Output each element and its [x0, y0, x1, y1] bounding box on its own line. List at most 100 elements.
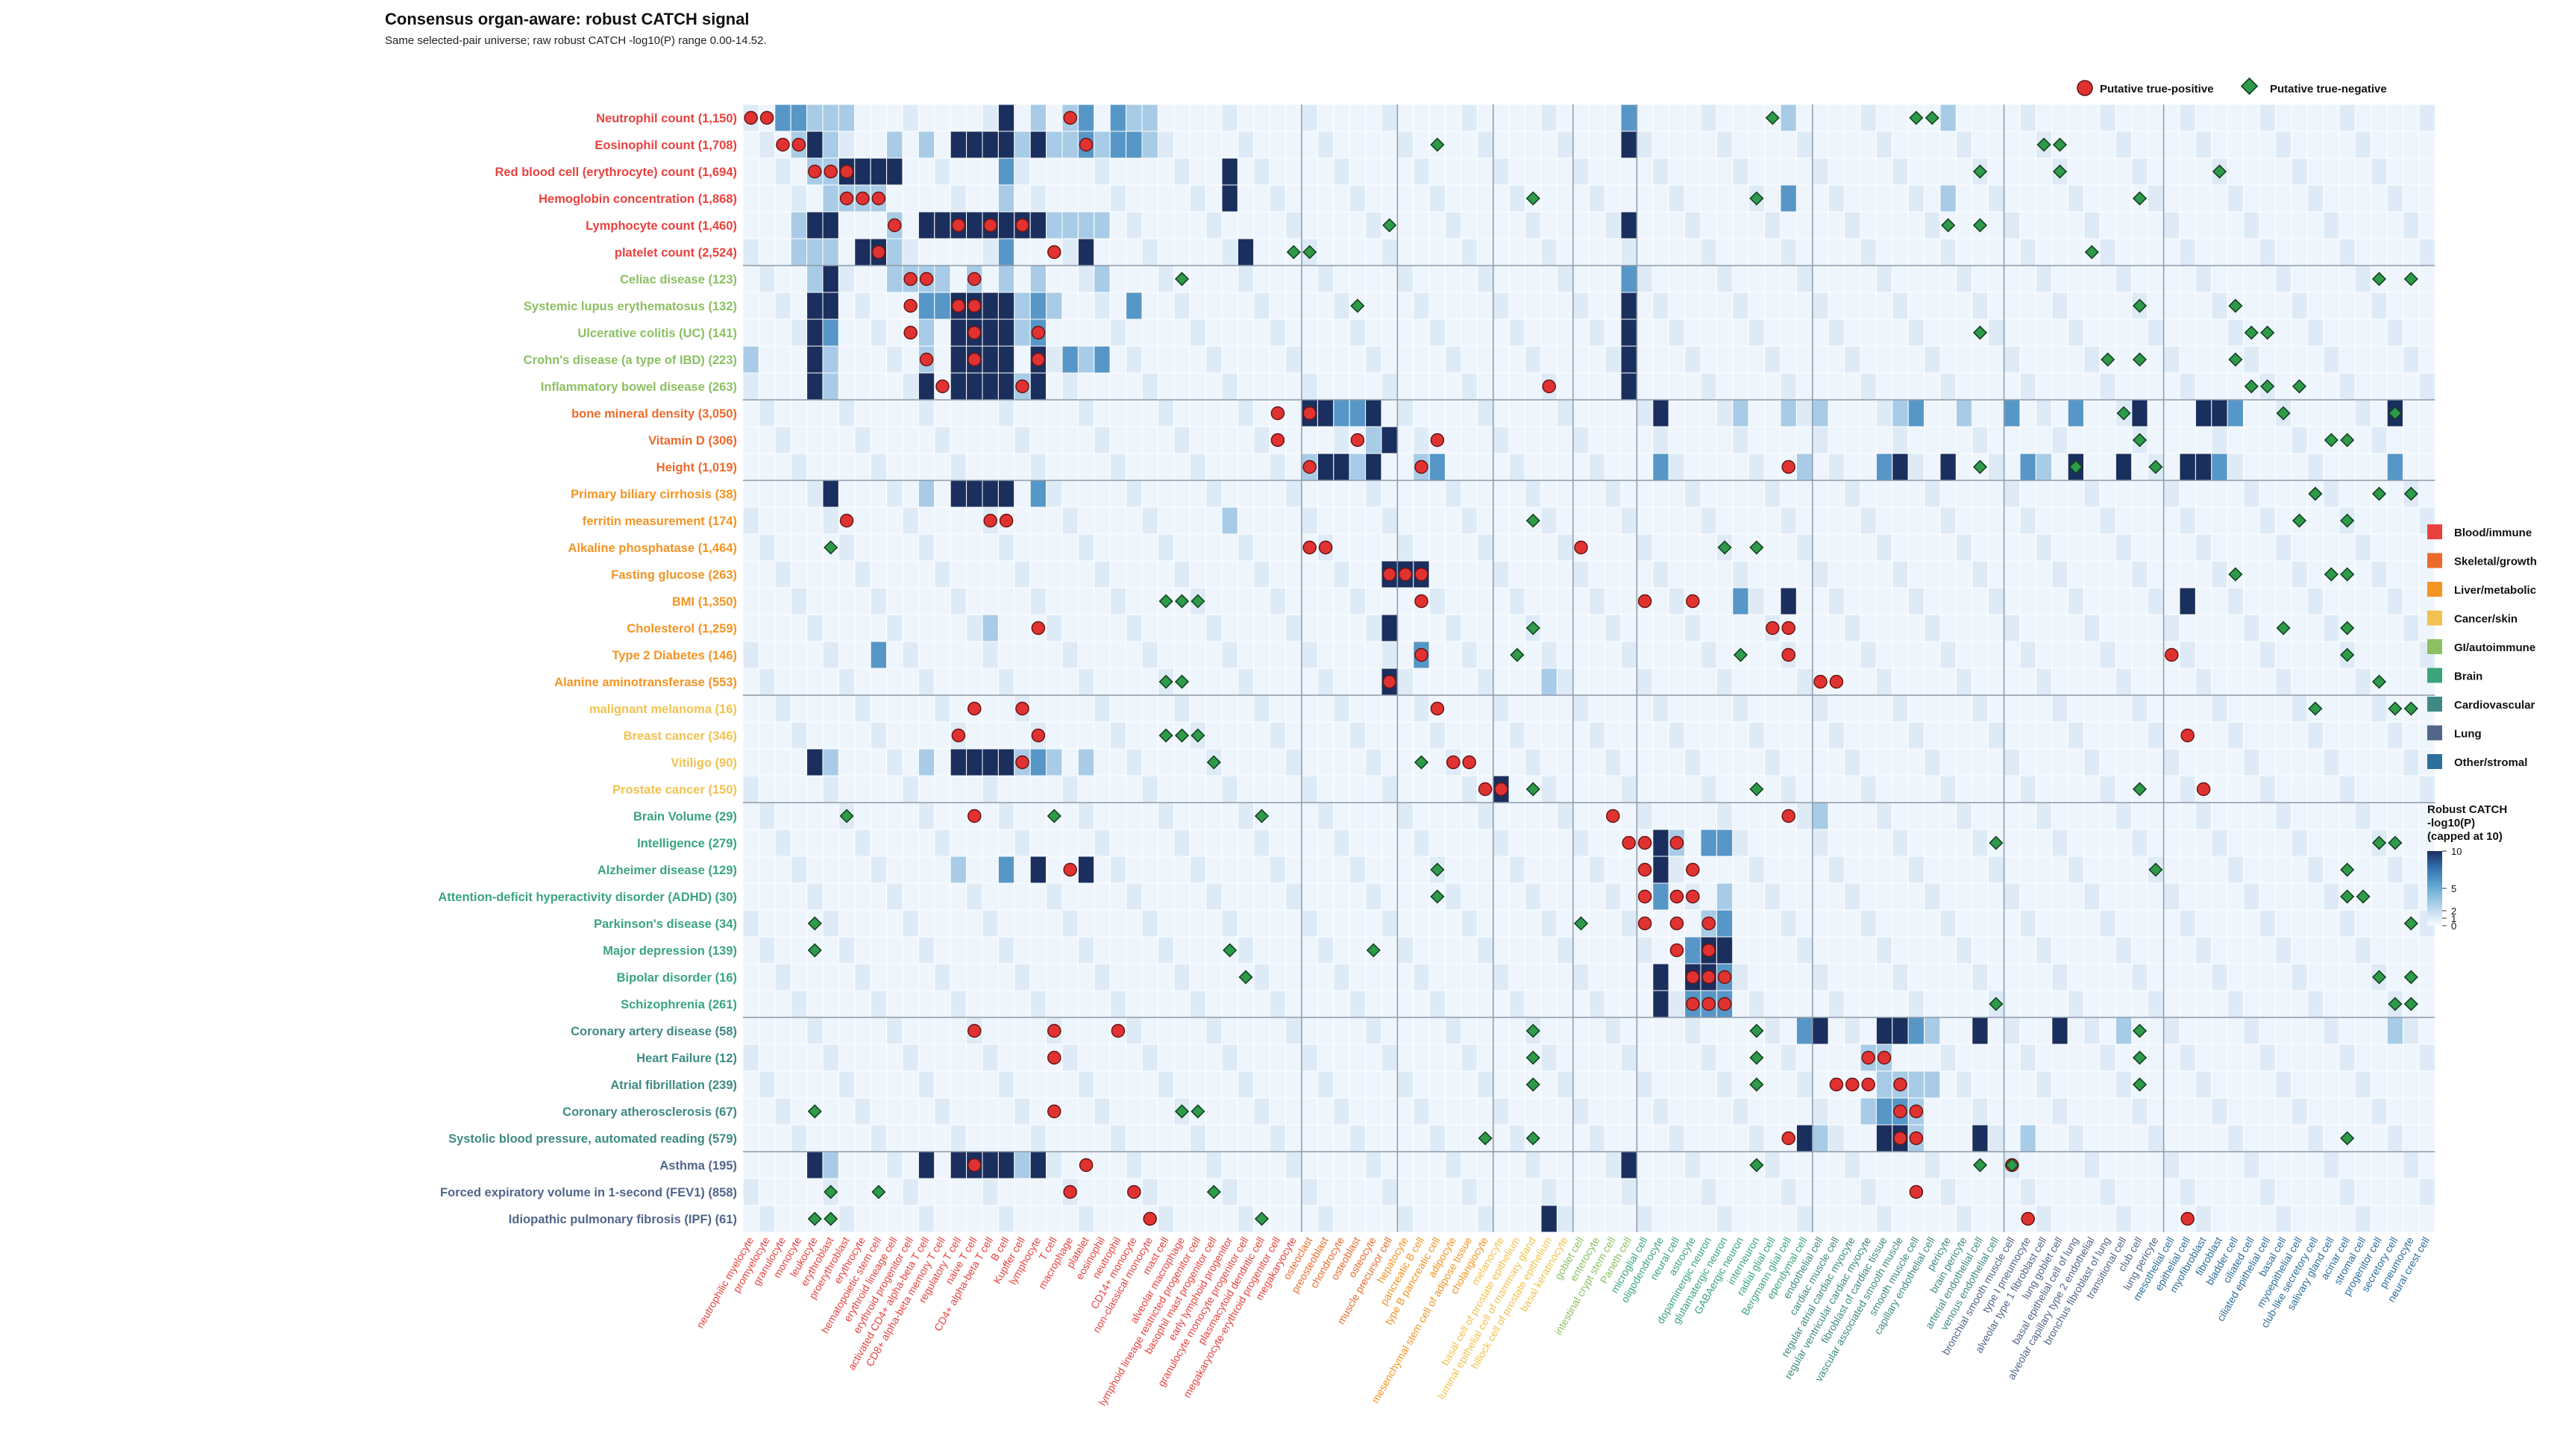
- heatmap-cell: [1461, 131, 1478, 159]
- heatmap-cell: [1556, 372, 1574, 401]
- heatmap-cell: [2403, 1151, 2420, 1179]
- true-positive-marker: [1686, 889, 1700, 904]
- heatmap-cell: [1875, 721, 1893, 750]
- heatmap-cell: [2083, 399, 2101, 427]
- heatmap-cell: [1572, 882, 1590, 911]
- heatmap-cell: [1126, 292, 1143, 320]
- heatmap-cell: [1588, 775, 1606, 803]
- heatmap-cell: [1907, 372, 1925, 401]
- heatmap-cell: [2195, 694, 2212, 723]
- heatmap-cell: [1748, 936, 1766, 964]
- heatmap-cell: [2243, 453, 2260, 481]
- heatmap-cell: [1461, 1124, 1478, 1152]
- heatmap-cell: [2195, 372, 2212, 401]
- heatmap-cell: [1285, 184, 1302, 213]
- heatmap-cell: [1620, 668, 1637, 696]
- heatmap-cell: [2004, 426, 2021, 454]
- heatmap-cell: [1205, 694, 1223, 723]
- heatmap-cell: [2051, 480, 2068, 508]
- heatmap-cell: [1126, 936, 1143, 964]
- heatmap-cell: [1588, 480, 1606, 508]
- heatmap-cell: [1461, 802, 1478, 830]
- heatmap-cell: [2354, 856, 2372, 884]
- heatmap-cell: [1540, 668, 1558, 696]
- heatmap-cell: [1237, 1017, 1255, 1045]
- heatmap-cell: [1525, 426, 1542, 454]
- heatmap-cell: [822, 1070, 839, 1099]
- heatmap-cell: [2019, 909, 2036, 938]
- heatmap-cell: [2291, 882, 2308, 911]
- heatmap-cell: [2291, 990, 2308, 1018]
- heatmap-cell: [2338, 721, 2356, 750]
- heatmap-cell: [2354, 614, 2372, 642]
- heatmap-cell: [838, 480, 856, 508]
- heatmap-cell: [1939, 265, 1957, 293]
- heatmap-cell: [902, 882, 919, 911]
- heatmap-cell: [838, 641, 856, 669]
- heatmap-cell: [2083, 453, 2101, 481]
- heatmap-cell: [790, 372, 808, 401]
- heatmap-cell: [1109, 157, 1127, 186]
- heatmap-cell: [1269, 882, 1287, 911]
- heatmap-cell: [1508, 1124, 1526, 1152]
- heatmap-cell: [1939, 1205, 1957, 1233]
- heatmap-cell: [1508, 131, 1526, 159]
- heatmap-cell: [2227, 990, 2245, 1018]
- heatmap-cell: [1253, 480, 1270, 508]
- heatmap-cell: [1987, 748, 2005, 776]
- heatmap-cell: [2371, 1017, 2388, 1045]
- heatmap-cell: [1381, 372, 1398, 401]
- heatmap-cell: [2067, 668, 2085, 696]
- heatmap-cell: [1604, 990, 1622, 1018]
- heatmap-cell: [2211, 453, 2228, 481]
- heatmap-cell: [2354, 1124, 2372, 1152]
- heatmap-cell: [2147, 104, 2165, 132]
- heatmap-cell: [2179, 909, 2196, 938]
- heatmap-cell: [2227, 963, 2245, 991]
- heatmap-cell: [1077, 614, 1095, 642]
- heatmap-cell: [1029, 1070, 1047, 1099]
- heatmap-cell: [1780, 668, 1797, 696]
- heatmap-cell: [2227, 587, 2245, 615]
- heatmap-cell: [886, 587, 903, 615]
- heatmap-cell: [1684, 936, 1701, 964]
- heatmap-cell: [870, 587, 888, 615]
- heatmap-cell: [1189, 1124, 1207, 1152]
- row-label: Neutrophil count (1,150): [596, 112, 737, 125]
- heatmap-cell: [1748, 399, 1766, 427]
- heatmap-cell: [2386, 1205, 2404, 1233]
- heatmap-cell: [1955, 104, 1973, 132]
- row-label: platelet count (2,524): [615, 246, 737, 260]
- true-negative-marker: [1765, 110, 1780, 125]
- heatmap-cell: [2163, 1124, 2180, 1152]
- heatmap-cell: [2323, 480, 2340, 508]
- heatmap-cell: [1844, 238, 1861, 266]
- heatmap-cell: [2259, 345, 2276, 374]
- heatmap-cell: [1668, 775, 1686, 803]
- heatmap-cell: [886, 694, 903, 723]
- heatmap-cell: [1157, 560, 1175, 589]
- heatmap-cell: [917, 909, 935, 938]
- heatmap-cell: [2418, 1044, 2435, 1072]
- heatmap-cell: [1588, 748, 1606, 776]
- heatmap-cell: [1301, 882, 1318, 911]
- heatmap-cell: [1700, 1124, 1717, 1152]
- heatmap-cell: [2115, 587, 2133, 615]
- true-positive-marker: [1318, 540, 1333, 555]
- true-negative-marker: [1525, 513, 1540, 528]
- heatmap-cell: [2354, 238, 2372, 266]
- heatmap-cell: [2227, 882, 2245, 911]
- heatmap-cell: [1285, 829, 1302, 857]
- heatmap-cell: [1493, 560, 1510, 589]
- heatmap-cell: [2371, 614, 2388, 642]
- heatmap-cell: [742, 292, 759, 320]
- heatmap-cell: [1396, 292, 1414, 320]
- heatmap-cell: [2386, 265, 2404, 293]
- heatmap-cell: [1955, 506, 1973, 535]
- heatmap-cell: [1764, 157, 1781, 186]
- heatmap-cell: [1620, 453, 1637, 481]
- heatmap-cell: [2274, 1070, 2292, 1099]
- heatmap-cell: [1476, 104, 1494, 132]
- heatmap-cell: [2163, 909, 2180, 938]
- heatmap-cell: [2259, 856, 2276, 884]
